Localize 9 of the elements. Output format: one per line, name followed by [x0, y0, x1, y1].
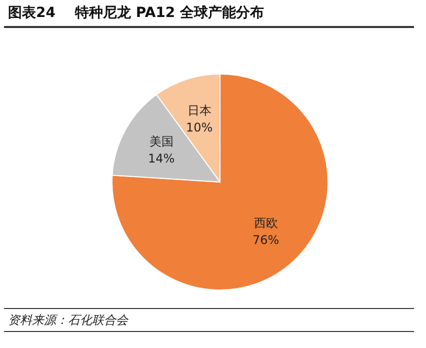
data-label: 10% [186, 120, 213, 134]
pie-slice [112, 74, 328, 290]
slice-label: 美国 [149, 134, 174, 149]
slice-label: 日本 [187, 103, 212, 118]
chart-title: 图表24 特种尼龙 PA12 全球产能分布 [8, 4, 264, 22]
data-label: 14% [148, 152, 175, 166]
text: 资料来源：石化联合会 [8, 312, 128, 329]
data-label: 76% [252, 232, 280, 247]
slice-label: 西欧 [254, 216, 278, 230]
